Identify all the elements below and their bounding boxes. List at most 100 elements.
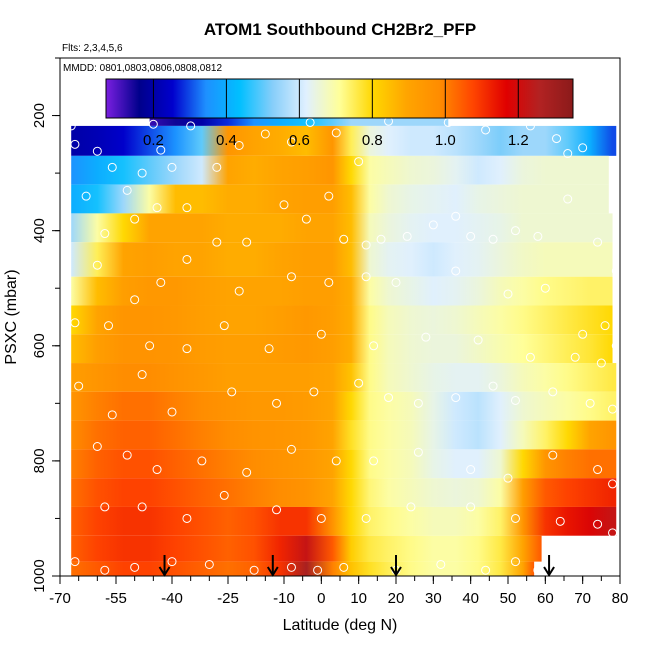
sample-marker <box>361 272 371 282</box>
sample-marker <box>316 513 326 523</box>
sample-marker <box>100 502 110 512</box>
curtain-row <box>71 478 617 507</box>
y-axis: 200 400 600 800 1000 <box>31 57 60 593</box>
sample-marker <box>481 125 491 135</box>
sample-marker <box>593 465 603 475</box>
flights-note: Flts: 2,3,4,5,6 <box>62 43 123 54</box>
sample-marker <box>384 393 394 403</box>
sample-marker <box>156 145 166 155</box>
sample-marker <box>137 370 147 380</box>
sample-marker <box>279 200 289 210</box>
sample-marker <box>402 231 412 241</box>
sample-marker <box>548 450 558 460</box>
sample-marker <box>331 456 341 466</box>
curtain-row <box>71 125 617 156</box>
sample-marker <box>510 513 520 523</box>
sample-marker <box>466 465 476 475</box>
sample-marker <box>152 203 162 213</box>
curtain-row <box>71 334 613 364</box>
sample-marker <box>70 318 80 328</box>
sample-marker <box>148 119 158 129</box>
sample-marker <box>212 237 222 247</box>
sample-marker <box>137 502 147 512</box>
y-tick-label: 400 <box>31 218 48 243</box>
sample-marker <box>272 505 282 515</box>
sample-marker <box>593 237 603 247</box>
sample-marker <box>548 387 558 397</box>
colorbar-tick-label: 0.2 <box>143 132 164 149</box>
sample-marker <box>436 559 446 569</box>
sample-marker <box>339 562 349 572</box>
sample-marker <box>369 456 379 466</box>
sample-marker <box>593 519 603 529</box>
curtain-row <box>71 213 613 243</box>
curtain-row <box>71 449 617 479</box>
profile-arrow <box>543 555 555 577</box>
y-tick-label: 800 <box>31 448 48 473</box>
sample-marker <box>182 254 192 264</box>
sample-marker <box>182 513 192 523</box>
sample-marker <box>182 203 192 213</box>
sample-marker <box>227 387 237 397</box>
sample-marker <box>608 404 618 414</box>
colorbar-tick-label: 0.4 <box>216 132 237 149</box>
sample-marker <box>466 231 476 241</box>
sample-marker <box>264 344 274 354</box>
sample-marker <box>219 490 229 500</box>
sample-marker <box>167 557 177 567</box>
sample-marker <box>107 162 117 172</box>
x-tick-label: -25 <box>217 590 239 607</box>
colorbar-tick-label: 1.0 <box>435 132 456 149</box>
sample-marker <box>212 162 222 172</box>
sample-marker <box>466 502 476 512</box>
sample-marker <box>428 220 438 230</box>
sample-marker <box>130 562 140 572</box>
sample-marker <box>242 467 252 477</box>
sample-marker <box>70 139 80 149</box>
sample-marker <box>137 168 147 178</box>
sample-marker <box>339 234 349 244</box>
sample-marker <box>611 341 620 351</box>
sample-marker <box>167 162 177 172</box>
sample-marker <box>391 277 401 287</box>
sample-marker <box>421 332 431 342</box>
x-tick-label: -70 <box>49 590 71 607</box>
sample-marker <box>533 565 543 575</box>
sample-marker <box>107 410 117 420</box>
curtain-row <box>71 242 613 277</box>
sample-marker <box>354 378 364 388</box>
sample-marker <box>451 211 461 221</box>
sample-marker <box>361 240 371 250</box>
sample-marker <box>324 277 334 287</box>
sample-marker <box>242 237 252 247</box>
sample-marker <box>286 562 296 572</box>
x-tick-label: 40 <box>462 590 479 607</box>
sample-marker <box>578 329 588 339</box>
profile-arrow <box>158 555 171 577</box>
sample-marker <box>219 321 229 331</box>
sample-marker <box>92 260 102 270</box>
profile-arrows <box>158 555 555 577</box>
sample-marker <box>92 146 102 156</box>
sample-marker <box>130 295 140 305</box>
sample-marker <box>81 191 91 201</box>
sample-marker <box>451 393 461 403</box>
y-tick-label: 200 <box>31 103 48 128</box>
sample-marker <box>309 387 319 397</box>
curtain-row <box>71 184 609 214</box>
x-tick-label: 10 <box>350 590 367 607</box>
sample-marker <box>316 329 326 339</box>
sample-marker <box>354 157 364 167</box>
sample-marker <box>608 479 618 489</box>
x-tick-label: 0 <box>317 590 325 607</box>
curtain-row <box>71 305 613 335</box>
colorbar-tick-label: 0.8 <box>362 132 383 149</box>
sample-marker <box>555 516 565 526</box>
sample-marker <box>510 557 520 567</box>
sample-marker <box>611 266 620 276</box>
y-tick-label: 1000 <box>31 559 48 592</box>
sample-marker <box>369 341 379 351</box>
x-tick-label: 20 <box>388 590 405 607</box>
x-tick-label: 30 <box>425 590 442 607</box>
